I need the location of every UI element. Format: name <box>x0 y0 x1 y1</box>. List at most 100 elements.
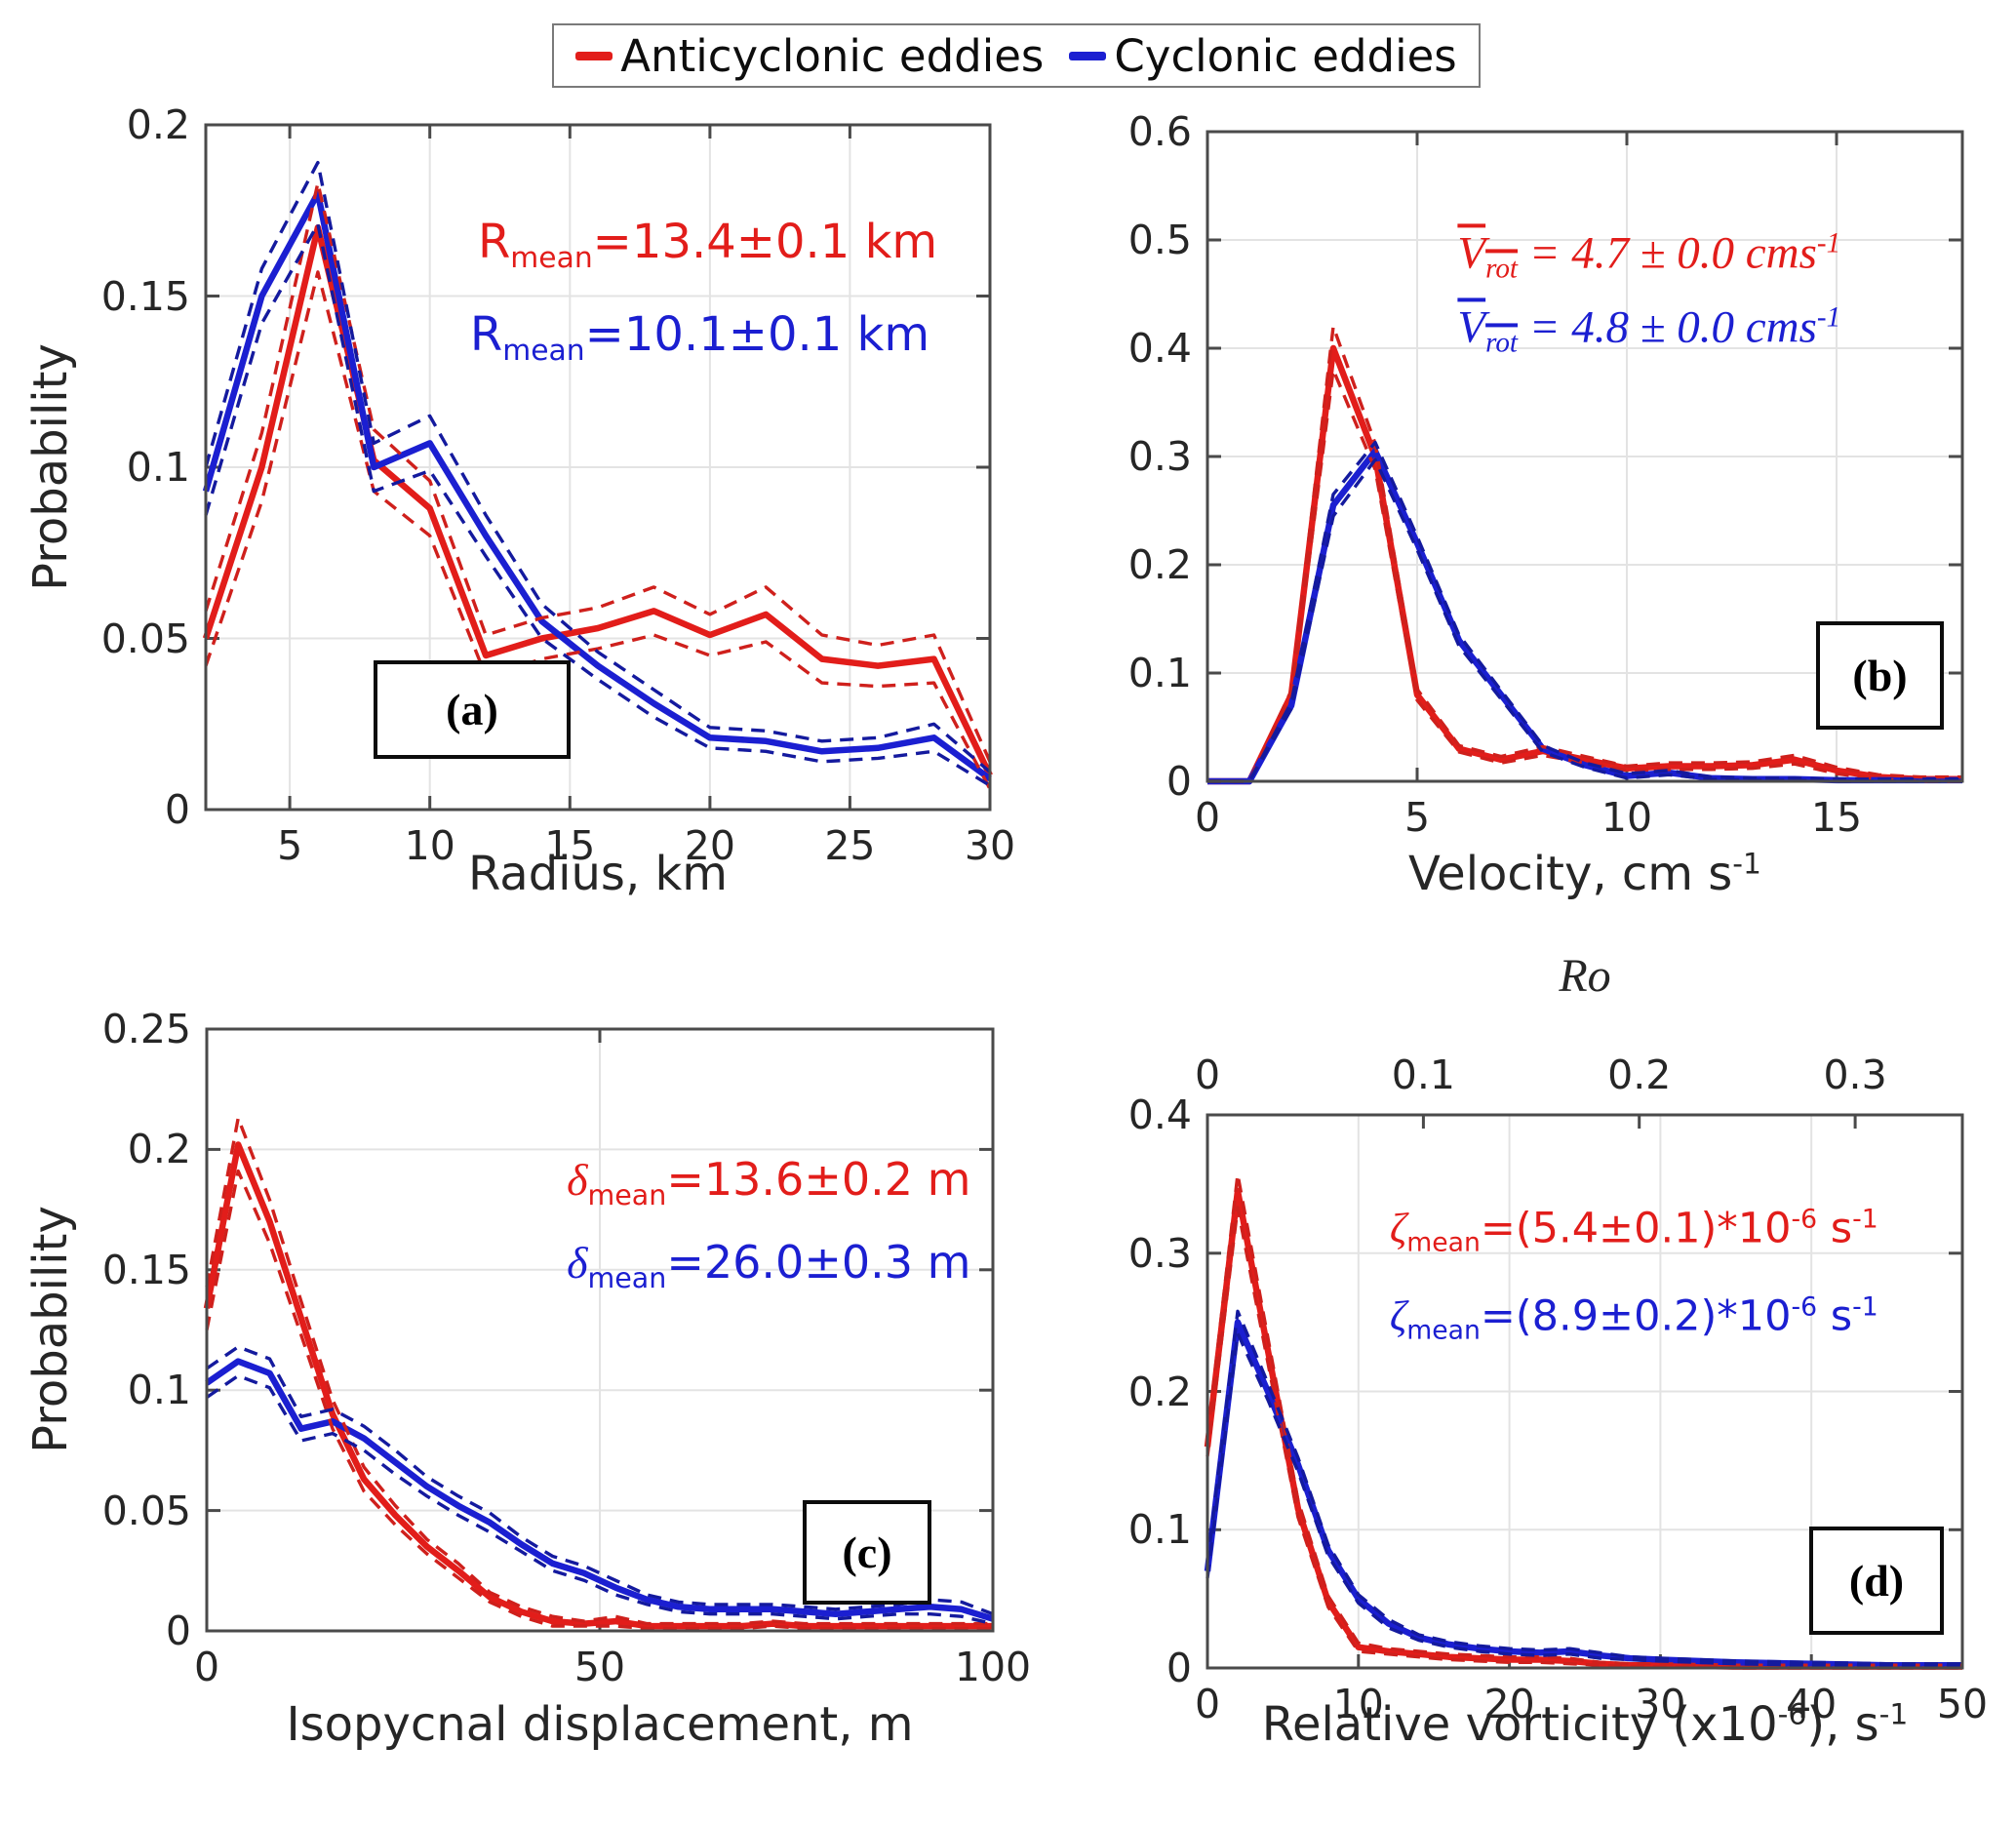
panel-label-box: (a) <box>374 660 571 759</box>
legend-item-anticyclonic: Anticyclonic eddies <box>575 30 1044 82</box>
series-red-ci <box>1206 1172 1962 1667</box>
x-axis-label: Velocity, cm s-1 <box>1408 847 1761 901</box>
series-red-solid <box>203 1141 993 1630</box>
x-tick-label: 50 <box>1936 1681 1989 1727</box>
annotation-blue: δmean=26.0±0.3 m <box>567 1235 971 1294</box>
series-red-ci <box>204 181 992 763</box>
y-tick-label: 0.1 <box>1127 650 1192 696</box>
x-tick-label: 50 <box>573 1644 626 1690</box>
series-blue-solid <box>1207 448 1962 785</box>
y-tick-label: 0.6 <box>1127 108 1192 155</box>
ro-tick-label: 0.3 <box>1823 1051 1887 1098</box>
y-axis-label: Probability <box>23 343 78 591</box>
series-red-ci <box>1207 325 1962 783</box>
series-red-ci <box>204 270 992 790</box>
x-tick-label: 20 <box>1483 1681 1535 1727</box>
plot-area-c <box>203 1027 995 1633</box>
x-tick-label: 10 <box>404 822 455 869</box>
panel-label-box: (c) <box>803 1500 931 1605</box>
y-tick-label: 0.2 <box>1127 541 1192 588</box>
legend-label-anticyclonic: Anticyclonic eddies <box>620 29 1045 82</box>
x-tick-label: 30 <box>964 822 1016 869</box>
x-tick-label: 40 <box>1786 1681 1838 1727</box>
y-tick-label: 0.1 <box>126 444 190 491</box>
legend-swatch-blue-dash-icon <box>1069 51 1107 60</box>
top-axis-label: Ro <box>1559 950 1611 1002</box>
series-blue-solid <box>1204 1319 1962 1669</box>
annotation-blue: Vrot = 4.8 ± 0.0 cms-1 <box>1457 301 1841 359</box>
series-blue-solid <box>202 189 992 782</box>
panel-label-box: (b) <box>1816 621 1944 730</box>
x-tick-label: 0 <box>1194 794 1221 841</box>
series-blue-solid <box>205 1358 994 1622</box>
y-tick-label: 0.4 <box>1127 1091 1192 1138</box>
series-red-ci <box>1206 1206 1962 1670</box>
x-axis-label: Radius, km <box>467 847 729 901</box>
y-tick-label: 0 <box>164 786 190 833</box>
y-tick-label: 0.05 <box>101 1487 191 1534</box>
x-tick-label: 100 <box>954 1644 1032 1690</box>
series-blue-ci <box>1207 457 1962 783</box>
x-tick-label: 20 <box>684 822 735 869</box>
legend-swatch-red-dash-icon <box>575 51 613 60</box>
ro-tick-label: 0.1 <box>1391 1051 1455 1098</box>
x-axis-label: Relative vorticity (x10-6), s-1 <box>1261 1697 1909 1752</box>
annotation-blue: Rmean=10.1±0.1 km <box>469 306 930 368</box>
panel-label-box: (d) <box>1809 1527 1944 1635</box>
series-blue-ci <box>1207 440 1962 783</box>
x-tick-label: 5 <box>1403 794 1431 841</box>
x-tick-label: 0 <box>193 1644 220 1690</box>
y-axis-label: Probability <box>23 1206 78 1453</box>
series-red-ci <box>205 1116 993 1626</box>
series-red-ci <box>205 1169 993 1631</box>
y-tick-label: 0.15 <box>101 1246 191 1293</box>
x-tick-label: 10 <box>1601 794 1653 841</box>
ro-tick-label: 0.2 <box>1607 1051 1672 1098</box>
x-tick-label: 15 <box>544 822 596 869</box>
x-tick-label: 25 <box>824 822 876 869</box>
plot-area-d <box>1204 1113 1964 1670</box>
y-tick-label: 0.2 <box>127 1126 191 1173</box>
y-tick-label: 0.15 <box>100 272 190 320</box>
annotation-red: δmean=13.6±0.2 m <box>567 1153 971 1212</box>
y-tick-label: 0.5 <box>1127 217 1192 263</box>
x-tick-label: 0 <box>1194 1681 1221 1727</box>
annotation-blue: ζmean=(8.9±0.2)*10-6 s-1 <box>1389 1290 1878 1346</box>
series-red-solid <box>1204 1187 1962 1670</box>
series-red-solid <box>202 224 993 777</box>
annotation-red: ζmean=(5.4±0.1)*10-6 s-1 <box>1389 1204 1878 1258</box>
x-tick-label: 15 <box>1810 794 1863 841</box>
annotation-red: Vrot = 4.7 ± 0.0 cms-1 <box>1457 226 1841 285</box>
y-tick-label: 0.25 <box>101 1006 191 1052</box>
series-blue-ci <box>206 1373 994 1626</box>
series-red-ci <box>1207 368 1962 783</box>
y-tick-label: 0.05 <box>100 615 190 662</box>
y-tick-label: 0.1 <box>127 1367 191 1414</box>
y-tick-label: 0 <box>165 1607 191 1654</box>
y-tick-label: 0.1 <box>1127 1506 1192 1554</box>
series-blue-ci <box>1206 1331 1962 1669</box>
y-tick-label: 0.2 <box>1127 1368 1192 1415</box>
series-red-solid <box>1207 344 1962 785</box>
legend-label-cyclonic: Cyclonic eddies <box>1114 29 1457 82</box>
y-tick-label: 0 <box>1166 758 1192 805</box>
series-blue-ci <box>204 222 991 787</box>
annotation-red: Rmean=13.4±0.1 km <box>477 214 938 276</box>
series-blue-ci <box>206 1345 994 1616</box>
x-tick-label: 5 <box>277 822 303 869</box>
legend-item-cyclonic: Cyclonic eddies <box>1069 29 1457 82</box>
plot-area-b <box>1206 130 1964 785</box>
x-axis-label: Isopycnal displacement, m <box>286 1697 914 1752</box>
x-tick-label: 10 <box>1332 1681 1384 1727</box>
series-blue-ci <box>204 160 992 774</box>
y-tick-label: 0.4 <box>1127 325 1192 372</box>
x-tick-label: 30 <box>1635 1681 1686 1727</box>
y-tick-label: 0.3 <box>1127 1229 1192 1277</box>
y-tick-label: 0.3 <box>1127 433 1192 480</box>
y-tick-label: 0 <box>1166 1645 1192 1691</box>
